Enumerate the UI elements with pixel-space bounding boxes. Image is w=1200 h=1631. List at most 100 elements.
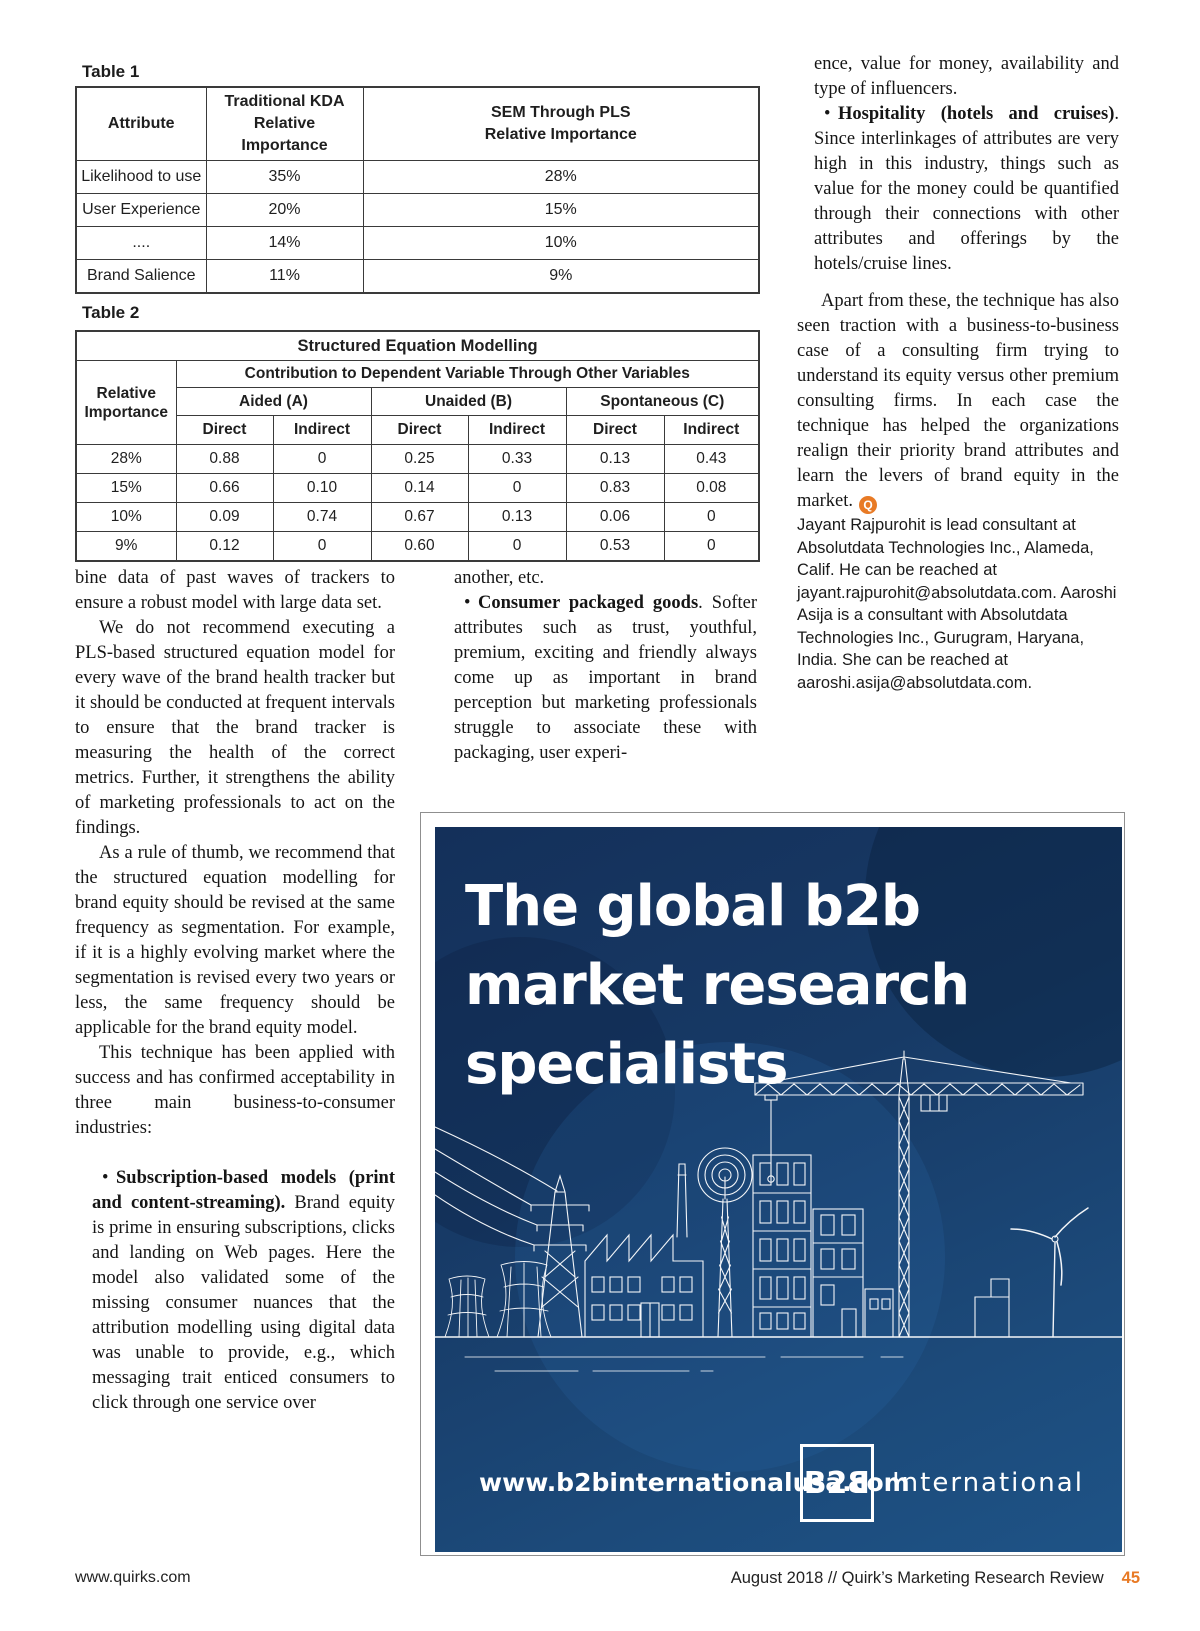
table-cell: 0.67 <box>370 502 469 532</box>
table-cell: 11% <box>205 259 364 294</box>
table-row: 10% 0.09 0.74 0.67 0.13 0.06 0 <box>75 502 760 532</box>
table-cell: 10% <box>75 502 177 532</box>
table-cell: 15% <box>75 473 177 503</box>
bullet-marker: • <box>102 1168 109 1188</box>
table-row: 9% 0.12 0 0.60 0 0.53 0 <box>75 531 760 562</box>
table1-col-kda: Traditional KDA Relative Importance <box>205 86 364 161</box>
bullet-text: Brand equity is prime in ensuring subscr… <box>92 1193 396 1413</box>
bullet-lead: Subscription-based models (print and con… <box>92 1168 395 1213</box>
footer-issue-text: August 2018 // Quirk’s Marketing Researc… <box>730 1569 1104 1587</box>
table-cell: 0 <box>467 473 567 503</box>
bullet-item-cpg: • Consumer packaged goods. Softer attribu… <box>437 591 757 766</box>
table-row: 28% 0.88 0 0.25 0.33 0.13 0.43 <box>75 444 760 474</box>
article-column-1: bine data of past waves of trackers to e… <box>75 566 395 1416</box>
table-cell: 20% <box>205 193 364 227</box>
table1-col-sem-line2: Relative Importance <box>484 126 637 143</box>
table-cell: 0.83 <box>565 473 665 503</box>
table-cell: 0.13 <box>565 444 665 474</box>
ad-website-link[interactable]: www.b2binternationalusa.com <box>479 1468 910 1497</box>
b2b-international-ad: The global b2b market research specialis… <box>420 812 1125 1556</box>
ad-headline-line1: The global b2b <box>465 874 921 939</box>
table-cell: 9% <box>75 531 177 562</box>
table1-col-kda-line2: Relative Importance <box>241 115 328 154</box>
ad-background-circle <box>515 1042 945 1472</box>
table-cell: 0 <box>467 531 567 562</box>
bullet-text: . Softer attributes such as trust, youth… <box>454 593 757 763</box>
table1-label: Table 1 <box>82 62 140 81</box>
ad-headline-line2: market research <box>465 953 970 1018</box>
table-cell: 0.09 <box>175 502 274 532</box>
table-cell: 0.88 <box>175 444 274 474</box>
table-cell: 0 <box>272 444 372 474</box>
paragraph: This technique has been applied with suc… <box>75 1043 395 1138</box>
bullet-lead: Hospitality (hotels and cruises) <box>838 104 1115 124</box>
table2-sub-indirect-b: Indirect <box>467 415 567 445</box>
b2b-logo-name: International <box>892 1468 1084 1498</box>
footer-website-link[interactable]: www.quirks.com <box>75 1569 191 1586</box>
table2-label: Table 2 <box>82 303 140 322</box>
table2-group-unaided: Unaided (B) <box>370 387 567 416</box>
table2-group-row: Aided (A) Unaided (B) Spontaneous (C) <box>76 387 760 416</box>
footer-issue-info: August 2018 // Quirk’s Marketing Researc… <box>731 1569 1140 1588</box>
article-column-3: ence, value for money, availability and … <box>797 52 1119 694</box>
bullet-marker: • <box>824 104 831 124</box>
table2-col-contribution: Contribution to Dependent Variable Throu… <box>175 360 760 388</box>
table2-sub-direct-a: Direct <box>175 415 274 445</box>
b2b-logo-mirrored-b: B <box>847 1465 871 1501</box>
paragraph: We do not recommend executing a PLS-base… <box>75 618 395 838</box>
bullet-item-hospitality: • Hospitality (hotels and cruises). Since… <box>797 102 1119 277</box>
table-cell: 0 <box>272 531 372 562</box>
table2-sub-direct-b: Direct <box>370 415 469 445</box>
ad-headline: The global b2b market research specialis… <box>465 867 970 1104</box>
paragraph: As a rule of thumb, we recommend that th… <box>75 843 395 1038</box>
table2-group-aided: Aided (A) <box>175 387 372 416</box>
table1-col-sem: SEM Through PLS Relative Importance <box>362 86 760 161</box>
table1-col-attribute: Attribute <box>75 86 207 161</box>
spacer <box>75 1141 395 1166</box>
table2-title-row: Structured Equation Modelling <box>75 330 760 361</box>
bullet-lead: Consumer packaged goods <box>478 593 699 613</box>
table2-group-spontaneous: Spontaneous (C) <box>565 387 760 416</box>
table-cell: 0.53 <box>565 531 665 562</box>
table-cell: Likelihood to use <box>75 160 207 194</box>
table-cell: 0.60 <box>370 531 469 562</box>
table2-col-relative-importance: Relative Importance <box>75 360 177 445</box>
table1-col-sem-line1: SEM Through PLS <box>490 104 631 121</box>
paragraph: Apart from these, the technique has also… <box>797 289 1119 514</box>
end-of-article-marker: Q <box>859 496 877 514</box>
paragraph: ence, value for money, availability and … <box>814 54 1119 99</box>
table-cell: 28% <box>75 444 177 474</box>
paragraph-text: Apart from these, the technique has also… <box>797 291 1119 511</box>
table-cell: 0.14 <box>370 473 469 503</box>
table-cell: User Experience <box>75 193 207 227</box>
industrial-skyline-illustration <box>435 1050 1122 1372</box>
table2-sub-indirect-a: Indirect <box>272 415 372 445</box>
table-cell: 0.33 <box>467 444 567 474</box>
ad-headline-line3: specialists <box>465 1032 788 1097</box>
table-cell: 0.12 <box>175 531 274 562</box>
table-row: .... 14% 10% <box>75 226 760 260</box>
table-cell: 14% <box>205 226 364 260</box>
table-row: User Experience 20% 15% <box>75 193 760 227</box>
table1-header-row: Attribute Traditional KDA Relative Impor… <box>75 86 760 161</box>
paragraph: bine data of past waves of trackers to e… <box>75 568 395 613</box>
table-row: 15% 0.66 0.10 0.14 0 0.83 0.08 <box>75 473 760 503</box>
bullet-text: . Since interlinkages of attributes are … <box>814 104 1119 274</box>
b2b-logo-text: B2 <box>803 1465 848 1501</box>
table-cell: 28% <box>362 160 760 194</box>
table1-col-kda-line1: Traditional KDA <box>224 93 345 110</box>
paragraph: another, etc. <box>454 568 545 588</box>
table-cell: 0.66 <box>175 473 274 503</box>
table-cell: 10% <box>362 226 760 260</box>
bullet-item-subscription: • Subscription-based models (print and co… <box>75 1166 395 1416</box>
table-cell: .... <box>75 226 207 260</box>
bullet-marker: • <box>464 593 471 613</box>
table-cell: 0.08 <box>663 473 760 503</box>
table2-sub-direct-c: Direct <box>565 415 665 445</box>
table-cell: 0.74 <box>272 502 372 532</box>
author-bio: Jayant Rajpurohit is lead consultant at … <box>797 516 1117 692</box>
table2-title: Structured Equation Modelling <box>75 330 760 361</box>
table-cell: 15% <box>362 193 760 227</box>
table-row: Likelihood to use 35% 28% <box>75 160 760 194</box>
